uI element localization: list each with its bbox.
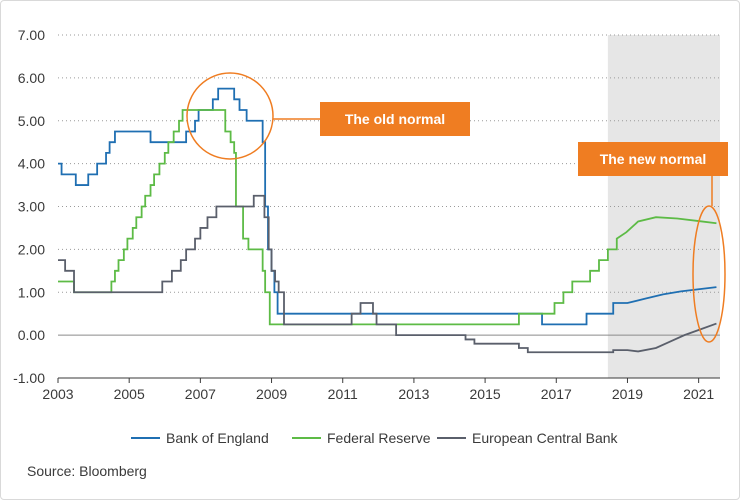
line-ecb: [58, 194, 717, 354]
x-axis: 2003 2005 2007 2009 2011 2013 2015 2017 2019 2021: [42, 377, 720, 402]
y-tick-label: 4.00: [18, 156, 45, 172]
annotations: The old normal The new normal: [186, 72, 728, 343]
x-tick-label: 2011: [328, 386, 358, 402]
gridlines: [58, 34, 720, 379]
y-tick-label: 3.00: [18, 199, 45, 215]
series-lines: [58, 87, 717, 354]
x-tick-label: 2003: [42, 386, 73, 402]
line-bank-of-england: [58, 87, 717, 326]
x-tick-label: 2005: [114, 386, 145, 402]
y-tick-label: 7.00: [18, 27, 45, 43]
y-tick-label: 1.00: [18, 284, 45, 300]
x-tick-label: 2015: [470, 386, 501, 402]
y-tick-label: 5.00: [18, 113, 45, 129]
legend-label-fed: Federal Reserve: [327, 430, 431, 446]
x-tick-label: 2017: [541, 386, 572, 402]
x-tick-label: 2019: [612, 386, 643, 402]
y-axis: -1.00 0.00 1.00 2.00 3.00 4.00 5.00 6.00 7.00: [13, 27, 45, 386]
new-normal-label: The new normal: [600, 151, 707, 167]
new-normal-ellipse: [692, 205, 726, 343]
x-tick-label: 2013: [398, 386, 429, 402]
y-tick-label: -1.00: [13, 370, 45, 386]
old-normal-circle: [186, 72, 274, 160]
legend-label-ecb: European Central Bank: [472, 430, 619, 446]
y-tick-label: 6.00: [18, 70, 45, 86]
x-tick-label: 2007: [185, 386, 216, 402]
legend: Bank of England Federal Reserve European…: [131, 430, 619, 446]
y-tick-label: 2.00: [18, 241, 45, 257]
old-normal-label: The old normal: [345, 111, 445, 127]
old-normal-callout: [320, 102, 470, 136]
source-note: Source: Bloomberg: [27, 463, 147, 479]
y-tick-label: 0.00: [18, 327, 45, 343]
line-federal-reserve: [58, 109, 717, 326]
legend-label-boe: Bank of England: [166, 430, 269, 446]
x-tick-label: 2009: [256, 386, 287, 402]
new-normal-callout: [578, 142, 728, 176]
x-tick-label: 2021: [683, 386, 714, 402]
new-normal-shaded-region: [607, 35, 720, 378]
